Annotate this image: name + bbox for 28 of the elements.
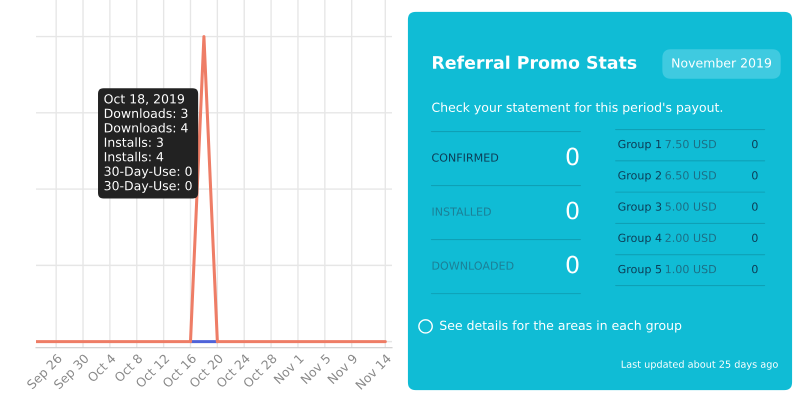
text: 0: [566, 202, 579, 220]
text: Check your statement for this period's payout.: [432, 102, 722, 114]
text: Group 3: [618, 202, 662, 213]
text: 0: [566, 148, 579, 166]
text: See details for the areas in each group: [440, 320, 682, 332]
text: 6.50 USD: [665, 171, 716, 180]
text: 5.00 USD: [666, 202, 716, 211]
text: Group 5: [618, 264, 662, 276]
text: November 2019: [672, 58, 772, 68]
x-tick-label: Oct 4: [86, 353, 116, 383]
text: INSTALLED: [432, 207, 491, 216]
text: Group 4: [618, 234, 662, 244]
text: 0: [752, 140, 758, 148]
text: 7.50 USD: [666, 140, 716, 148]
text: Group 2: [618, 171, 661, 182]
text: 0: [752, 202, 758, 211]
text: Last updated about 25 days ago: [622, 360, 778, 370]
text: 0: [752, 171, 758, 180]
text: Group 1: [618, 140, 662, 150]
text: 2.00 USD: [665, 234, 716, 242]
annotation: Oct 18, 2019 Downloads: 3 Downloads: 4 Installs: 3 Installs: 4 30-Day-Use: 0 30-Day-Use: 0: [104, 94, 192, 193]
text: CONFIRMED: [432, 153, 498, 162]
text: 0: [566, 256, 579, 274]
text: DOWNLOADED: [432, 261, 514, 270]
text: Referral Promo Stats: [433, 56, 636, 70]
text: 1.00 USD: [666, 264, 716, 274]
text: 0: [752, 264, 758, 274]
text: 0: [752, 234, 758, 242]
